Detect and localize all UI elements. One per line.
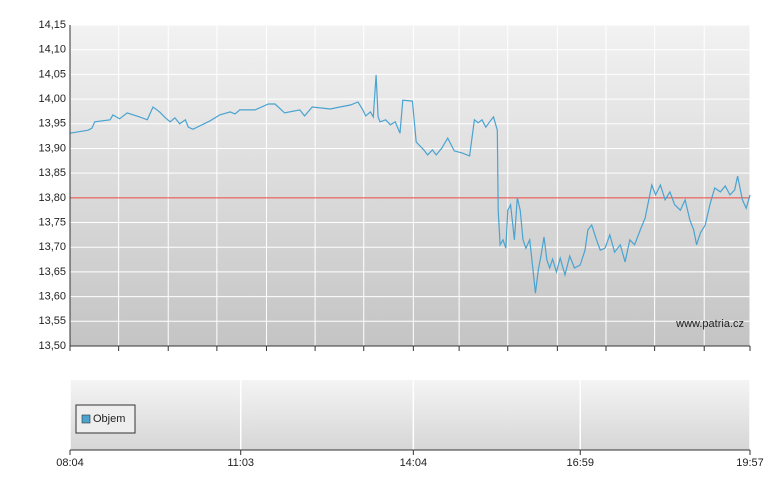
- x-tick-label: 16:59: [566, 457, 594, 469]
- x-tick-label: 11:03: [227, 457, 254, 469]
- plot-area: [70, 25, 750, 346]
- y-tick-label: 13,85: [38, 167, 66, 179]
- price-line: [69, 74, 751, 294]
- y-tick-label: 13,95: [38, 118, 66, 130]
- y-tick-label: 13,50: [38, 340, 66, 352]
- y-tick-label: 13,90: [38, 142, 66, 154]
- x-tick-label: 14:04: [400, 457, 428, 469]
- x-tick-label: 19:57: [736, 457, 764, 469]
- y-tick-label: 14,00: [38, 93, 66, 105]
- y-tick-label: 13,70: [38, 241, 66, 253]
- watermark: www.patria.cz: [675, 318, 744, 330]
- y-tick-label: 14,10: [38, 44, 66, 56]
- y-tick-label: 14,05: [38, 68, 66, 80]
- legend-label: Objem: [93, 413, 125, 425]
- volume-area: [70, 380, 750, 450]
- y-tick-label: 14,15: [38, 19, 66, 31]
- y-tick-label: 13,55: [38, 315, 66, 327]
- y-tick-label: 13,75: [38, 216, 66, 228]
- legend-swatch: [81, 414, 91, 424]
- y-tick-label: 13,80: [38, 192, 66, 204]
- y-tick-label: 13,65: [38, 266, 66, 278]
- x-tick-label: 08:04: [56, 457, 84, 469]
- y-tick-label: 13,60: [38, 291, 66, 303]
